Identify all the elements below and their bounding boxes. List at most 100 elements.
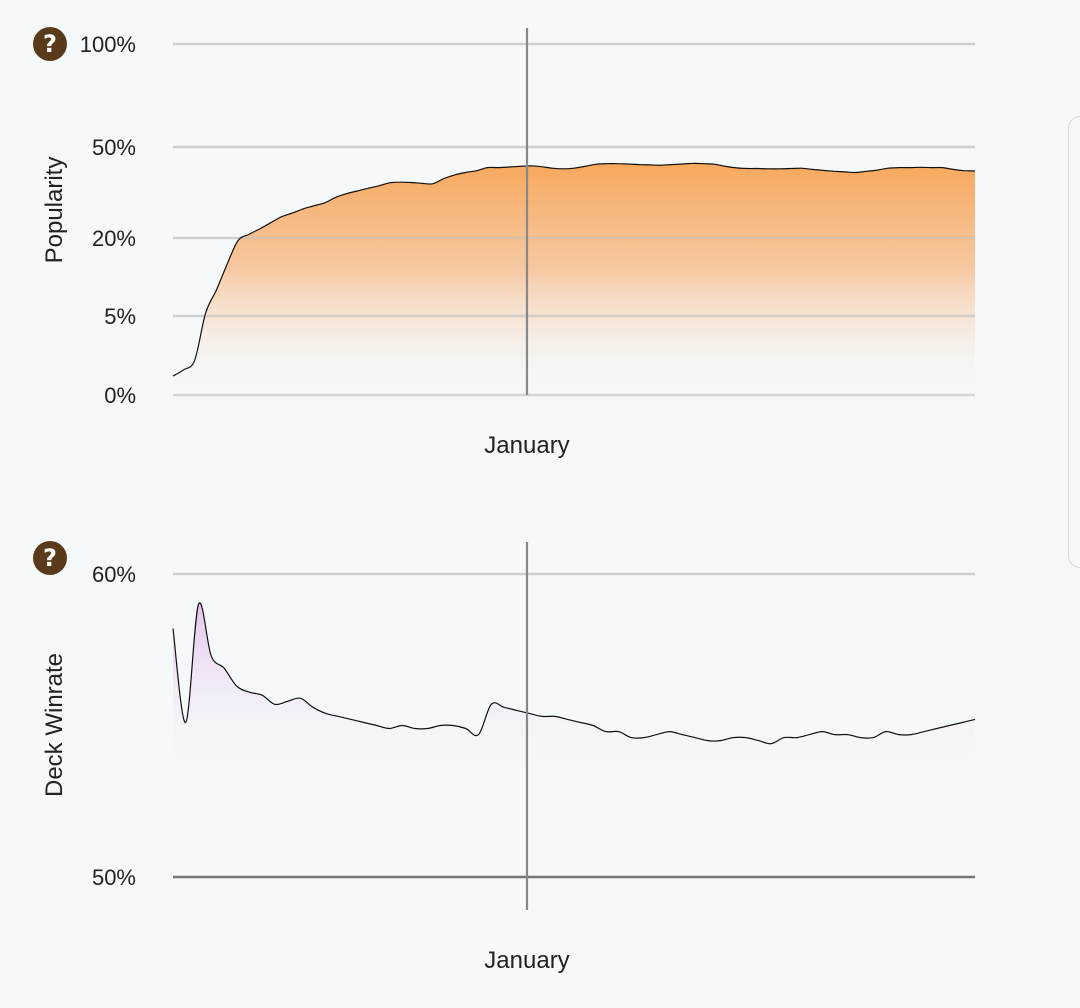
data-point — [172, 628, 174, 630]
series-line — [172, 602, 976, 745]
data-point — [567, 719, 569, 721]
data-point — [443, 178, 445, 180]
data-point — [313, 205, 315, 207]
data-point — [291, 212, 293, 214]
data-point — [885, 731, 887, 733]
data-point — [210, 655, 212, 657]
data-point — [454, 174, 456, 176]
data-point — [346, 193, 348, 195]
data-point — [497, 167, 499, 169]
data-point — [356, 190, 358, 192]
data-point — [638, 164, 640, 166]
data-point — [681, 734, 683, 736]
data-point — [768, 168, 770, 170]
data-point — [801, 167, 803, 169]
data-point — [389, 182, 391, 184]
help-icon[interactable]: ? — [33, 541, 67, 575]
data-point — [465, 728, 467, 730]
data-point — [936, 728, 938, 730]
data-point — [669, 731, 671, 733]
data-point — [779, 168, 781, 170]
data-point — [643, 737, 645, 739]
data-point — [866, 171, 868, 173]
data-point — [270, 222, 272, 224]
data-point — [714, 164, 716, 166]
data-point — [223, 667, 225, 669]
data-point — [516, 710, 518, 712]
data-point — [974, 719, 976, 721]
data-point — [872, 737, 874, 739]
data-point — [771, 743, 773, 745]
data-point — [834, 734, 836, 736]
data-point — [281, 216, 283, 218]
data-point — [649, 164, 651, 166]
data-point — [671, 164, 673, 166]
data-point — [552, 167, 554, 169]
x-tick-label: January — [484, 947, 569, 974]
data-point — [877, 169, 879, 171]
data-point — [367, 188, 369, 190]
data-point — [953, 169, 955, 171]
data-point — [183, 369, 185, 371]
data-point — [300, 697, 302, 699]
data-point — [796, 737, 798, 739]
data-point — [325, 713, 327, 715]
y-axis-title: Popularity — [41, 157, 68, 264]
series-area — [173, 163, 975, 395]
data-point — [692, 163, 694, 165]
data-point — [592, 725, 594, 727]
data-point — [757, 168, 759, 170]
data-point — [812, 169, 814, 171]
data-point — [324, 202, 326, 204]
help-icon[interactable]: ? — [33, 27, 67, 61]
data-point — [287, 701, 289, 703]
data-point — [172, 375, 174, 377]
data-point — [478, 734, 480, 736]
data-point — [595, 164, 597, 166]
data-point — [833, 171, 835, 173]
data-point — [508, 166, 510, 168]
data-point — [660, 164, 662, 166]
data-point — [617, 163, 619, 165]
y-tick-label: 50% — [92, 865, 136, 890]
data-point — [237, 240, 239, 242]
data-point — [949, 725, 951, 727]
data-point — [783, 737, 785, 739]
data-point — [823, 170, 825, 172]
data-point — [747, 168, 749, 170]
x-tick-label: January — [484, 432, 569, 459]
data-point — [758, 740, 760, 742]
data-point — [790, 168, 792, 170]
data-point — [519, 166, 521, 168]
data-point — [580, 722, 582, 724]
y-tick-label: 20% — [92, 226, 136, 251]
data-point — [541, 166, 543, 168]
data-point — [205, 313, 207, 315]
data-point — [682, 163, 684, 165]
winrate-chart: 50% 60% January Deck Winrate — [41, 542, 976, 974]
data-point — [618, 731, 620, 733]
data-point — [584, 166, 586, 168]
data-point — [274, 704, 276, 706]
y-tick-label: 0% — [104, 383, 136, 408]
data-point — [707, 740, 709, 742]
data-point — [656, 734, 658, 736]
data-point — [491, 704, 493, 706]
data-point — [259, 228, 261, 230]
data-point — [378, 185, 380, 187]
data-point — [920, 167, 922, 169]
data-point — [541, 716, 543, 718]
y-tick-label: 5% — [104, 304, 136, 329]
data-point — [732, 737, 734, 739]
data-point — [411, 182, 413, 184]
data-point — [855, 172, 857, 174]
data-point — [898, 734, 900, 736]
data-point — [923, 731, 925, 733]
series-line — [172, 162, 976, 377]
data-point — [909, 167, 911, 169]
y-tick-label: 60% — [92, 562, 136, 587]
data-point — [503, 707, 505, 709]
data-point — [261, 694, 263, 696]
data-point — [363, 722, 365, 724]
